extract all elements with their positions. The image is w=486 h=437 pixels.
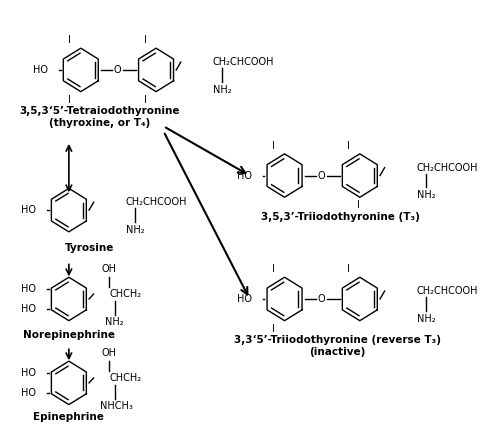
Text: CH₂CHCOOH: CH₂CHCOOH	[213, 57, 275, 67]
Text: CHCH₂: CHCH₂	[109, 289, 141, 299]
Text: Norepinephrine: Norepinephrine	[23, 329, 115, 340]
Text: I: I	[143, 94, 146, 104]
Text: O: O	[114, 65, 122, 75]
Text: CH₂CHCOOH: CH₂CHCOOH	[126, 197, 187, 207]
Text: I: I	[272, 264, 275, 274]
Text: CH₂CHCOOH: CH₂CHCOOH	[417, 163, 478, 173]
Text: HO: HO	[21, 284, 36, 294]
Text: I: I	[143, 35, 146, 45]
Text: HO: HO	[237, 294, 252, 304]
Text: (inactive): (inactive)	[310, 347, 366, 357]
Text: HO: HO	[21, 388, 36, 398]
Text: NH₂: NH₂	[105, 317, 124, 327]
Text: HO: HO	[21, 304, 36, 314]
Text: Epinephrine: Epinephrine	[34, 413, 104, 423]
Text: CHCH₂: CHCH₂	[109, 373, 141, 383]
Text: Tyrosine: Tyrosine	[65, 243, 115, 253]
Text: NH₂: NH₂	[126, 225, 144, 235]
Text: HO: HO	[33, 65, 48, 75]
Text: O: O	[317, 294, 325, 304]
Text: CH₂CHCOOH: CH₂CHCOOH	[417, 286, 478, 296]
Text: HO: HO	[21, 368, 36, 378]
Text: NHCH₃: NHCH₃	[100, 401, 133, 411]
Text: 3,5,3’-Triiodothyronine (T₃): 3,5,3’-Triiodothyronine (T₃)	[261, 212, 420, 222]
Text: (thyroxine, or T₄): (thyroxine, or T₄)	[49, 118, 150, 128]
Text: NH₂: NH₂	[417, 314, 435, 324]
Text: OH: OH	[102, 348, 117, 358]
Text: HO: HO	[237, 170, 252, 180]
Text: I: I	[69, 35, 71, 45]
Text: O: O	[317, 170, 325, 180]
Text: NH₂: NH₂	[417, 190, 435, 200]
Text: 3,5,3‘5’-Tetraiodothyronine: 3,5,3‘5’-Tetraiodothyronine	[19, 106, 179, 116]
Text: HO: HO	[21, 205, 36, 215]
Text: OH: OH	[102, 264, 117, 274]
Text: I: I	[357, 200, 360, 210]
Text: 3,3‘5’-Triiodothyronine (reverse T₃): 3,3‘5’-Triiodothyronine (reverse T₃)	[234, 336, 441, 345]
Text: I: I	[347, 141, 350, 151]
Text: I: I	[272, 323, 275, 333]
Text: I: I	[347, 264, 350, 274]
Text: I: I	[69, 94, 71, 104]
Text: I: I	[272, 141, 275, 151]
Text: NH₂: NH₂	[213, 85, 231, 95]
